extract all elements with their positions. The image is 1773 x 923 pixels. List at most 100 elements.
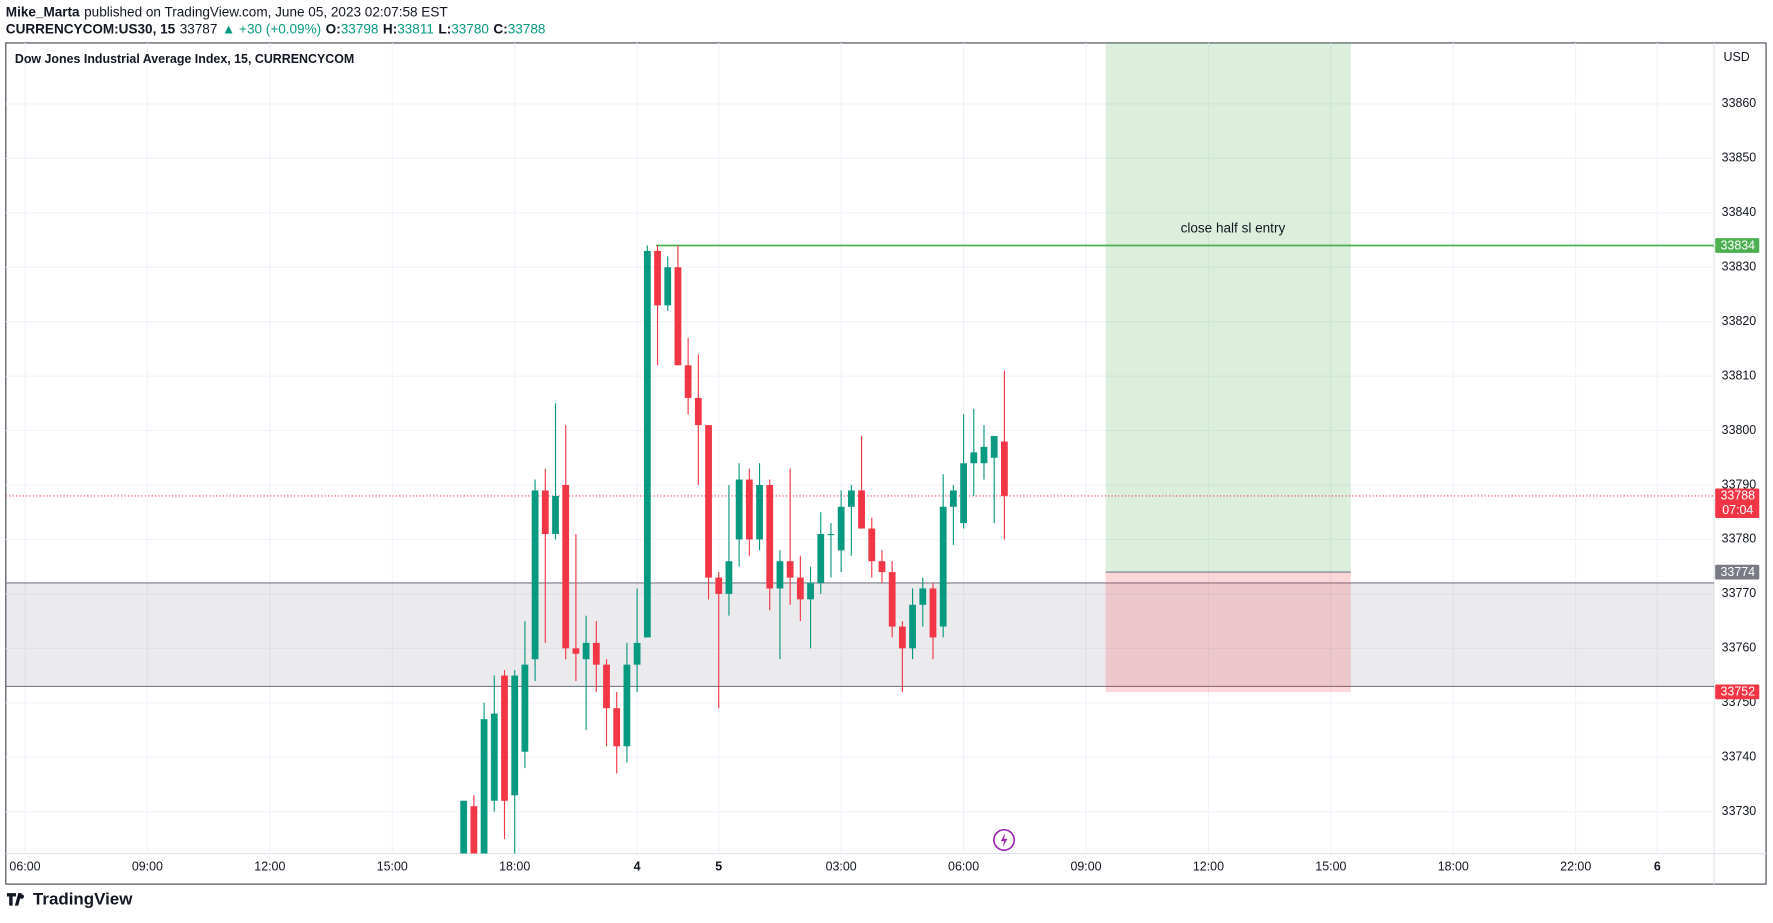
candle-body	[633, 642, 641, 665]
x-tick-label: 06:00	[9, 859, 40, 873]
candle-body	[572, 648, 580, 654]
candle-body	[929, 588, 937, 638]
candle-body	[643, 250, 651, 638]
x-tick-label: 15:00	[1315, 859, 1346, 873]
author: Mike_Marta	[6, 4, 80, 19]
x-tick-label: 5	[715, 859, 722, 873]
ohlc-value: 33780	[451, 21, 489, 36]
published: published on TradingView.com, June 05, 2…	[84, 4, 448, 19]
symbol: CURRENCYCOM:US30, 15	[6, 21, 176, 36]
y-tick-label: 33800	[1722, 423, 1757, 437]
y-tick-label: 33840	[1722, 205, 1757, 219]
candle-body	[674, 267, 682, 366]
event-icon[interactable]	[993, 828, 1016, 852]
candle-body	[898, 626, 906, 649]
event-icon-bolt	[1000, 833, 1008, 847]
candle-body	[725, 561, 733, 594]
price-tag	[1715, 488, 1760, 518]
candle-body	[613, 708, 621, 747]
x-tick-label: 12:00	[1193, 859, 1224, 873]
candle-body	[705, 425, 712, 578]
ohlc-label: L:	[438, 21, 451, 36]
candle-body	[480, 719, 488, 854]
candle-body	[868, 528, 876, 562]
candle-body	[541, 490, 549, 535]
x-tick-label: 03:00	[826, 859, 857, 873]
x-tick-label: 09:00	[132, 859, 163, 873]
position-profit	[1105, 42, 1351, 573]
price-tag-label: 33774	[1721, 565, 1756, 579]
candle-body	[715, 577, 723, 594]
candle-body	[582, 642, 590, 660]
brand-logo	[6, 893, 24, 906]
candle-body	[766, 485, 774, 589]
price-tag-label: 33834	[1721, 238, 1756, 252]
position-loss	[1105, 572, 1351, 692]
plot	[5, 42, 1715, 854]
header-line-1: Mike_Marta published on TradingView.com, …	[6, 4, 448, 19]
y-tick-label: 33810	[1722, 368, 1757, 382]
x-tick-label: 18:00	[1438, 859, 1469, 873]
last-price: 33787	[180, 21, 218, 36]
candle-body	[521, 664, 529, 752]
candle-body	[827, 534, 835, 536]
candle-body	[592, 642, 600, 665]
ohlc-value: 33788	[508, 21, 546, 36]
candle-body	[817, 534, 825, 583]
ohlc-label: C:	[493, 21, 507, 36]
candle-body	[756, 485, 763, 540]
candle-body	[990, 436, 998, 458]
candle-body	[786, 561, 794, 578]
chart-title: Dow Jones Industrial Average Index, 15, …	[15, 52, 354, 66]
candle-body	[858, 490, 865, 529]
y-tick-label: 33740	[1722, 749, 1757, 763]
y-tick-label: 33860	[1722, 96, 1757, 110]
y-tick-label: 33850	[1722, 151, 1757, 165]
candle-body	[654, 250, 661, 306]
candle-body	[694, 397, 702, 426]
candle-body	[847, 490, 855, 507]
x-tick-label: 09:00	[1070, 859, 1101, 873]
zone	[5, 582, 1715, 687]
candle-body	[531, 490, 539, 660]
candle-body	[960, 463, 967, 524]
countdown: 07:04	[1722, 503, 1753, 517]
price-tag	[1715, 238, 1760, 253]
candle-body	[878, 561, 886, 573]
candle-body	[470, 806, 478, 854]
x-tick-label: 18:00	[499, 859, 530, 873]
y-tick-label: 33820	[1722, 314, 1757, 328]
y-tick-label: 33770	[1722, 586, 1757, 600]
price-tag-label: 33752	[1721, 685, 1756, 699]
y-tick-label: 33790	[1722, 477, 1757, 491]
candle-body	[684, 365, 692, 398]
y-tick-label: 33830	[1722, 260, 1757, 274]
x-tick-label: 6	[1654, 859, 1661, 873]
x-tick-label: 06:00	[948, 859, 979, 873]
candle-body	[796, 577, 804, 600]
candle-body	[490, 713, 498, 801]
candle-body	[623, 664, 631, 747]
ohlc-value: 33798	[341, 21, 379, 36]
brand: TradingView	[33, 889, 133, 908]
chart-frame	[5, 42, 1767, 885]
axes: 3373033740337503376033770337803379033800…	[9, 96, 1756, 873]
x-tick-label: 15:00	[377, 859, 408, 873]
candle-body	[1001, 441, 1008, 496]
ohlc-label: O:	[326, 21, 341, 36]
candle-body	[919, 588, 927, 605]
candle-body	[745, 479, 753, 540]
grid	[5, 42, 1715, 854]
annotation: close half sl entry	[1181, 221, 1286, 236]
x-tick-label: 22:00	[1560, 859, 1591, 873]
candle-body	[735, 479, 743, 540]
candle-body	[776, 561, 784, 589]
y-tick-label: 33730	[1722, 804, 1757, 818]
candle-body	[909, 604, 916, 649]
y-tick-label: 33760	[1722, 641, 1757, 655]
x-tick-label: 12:00	[254, 859, 285, 873]
candle-body	[837, 506, 845, 551]
candle-body	[552, 495, 559, 535]
